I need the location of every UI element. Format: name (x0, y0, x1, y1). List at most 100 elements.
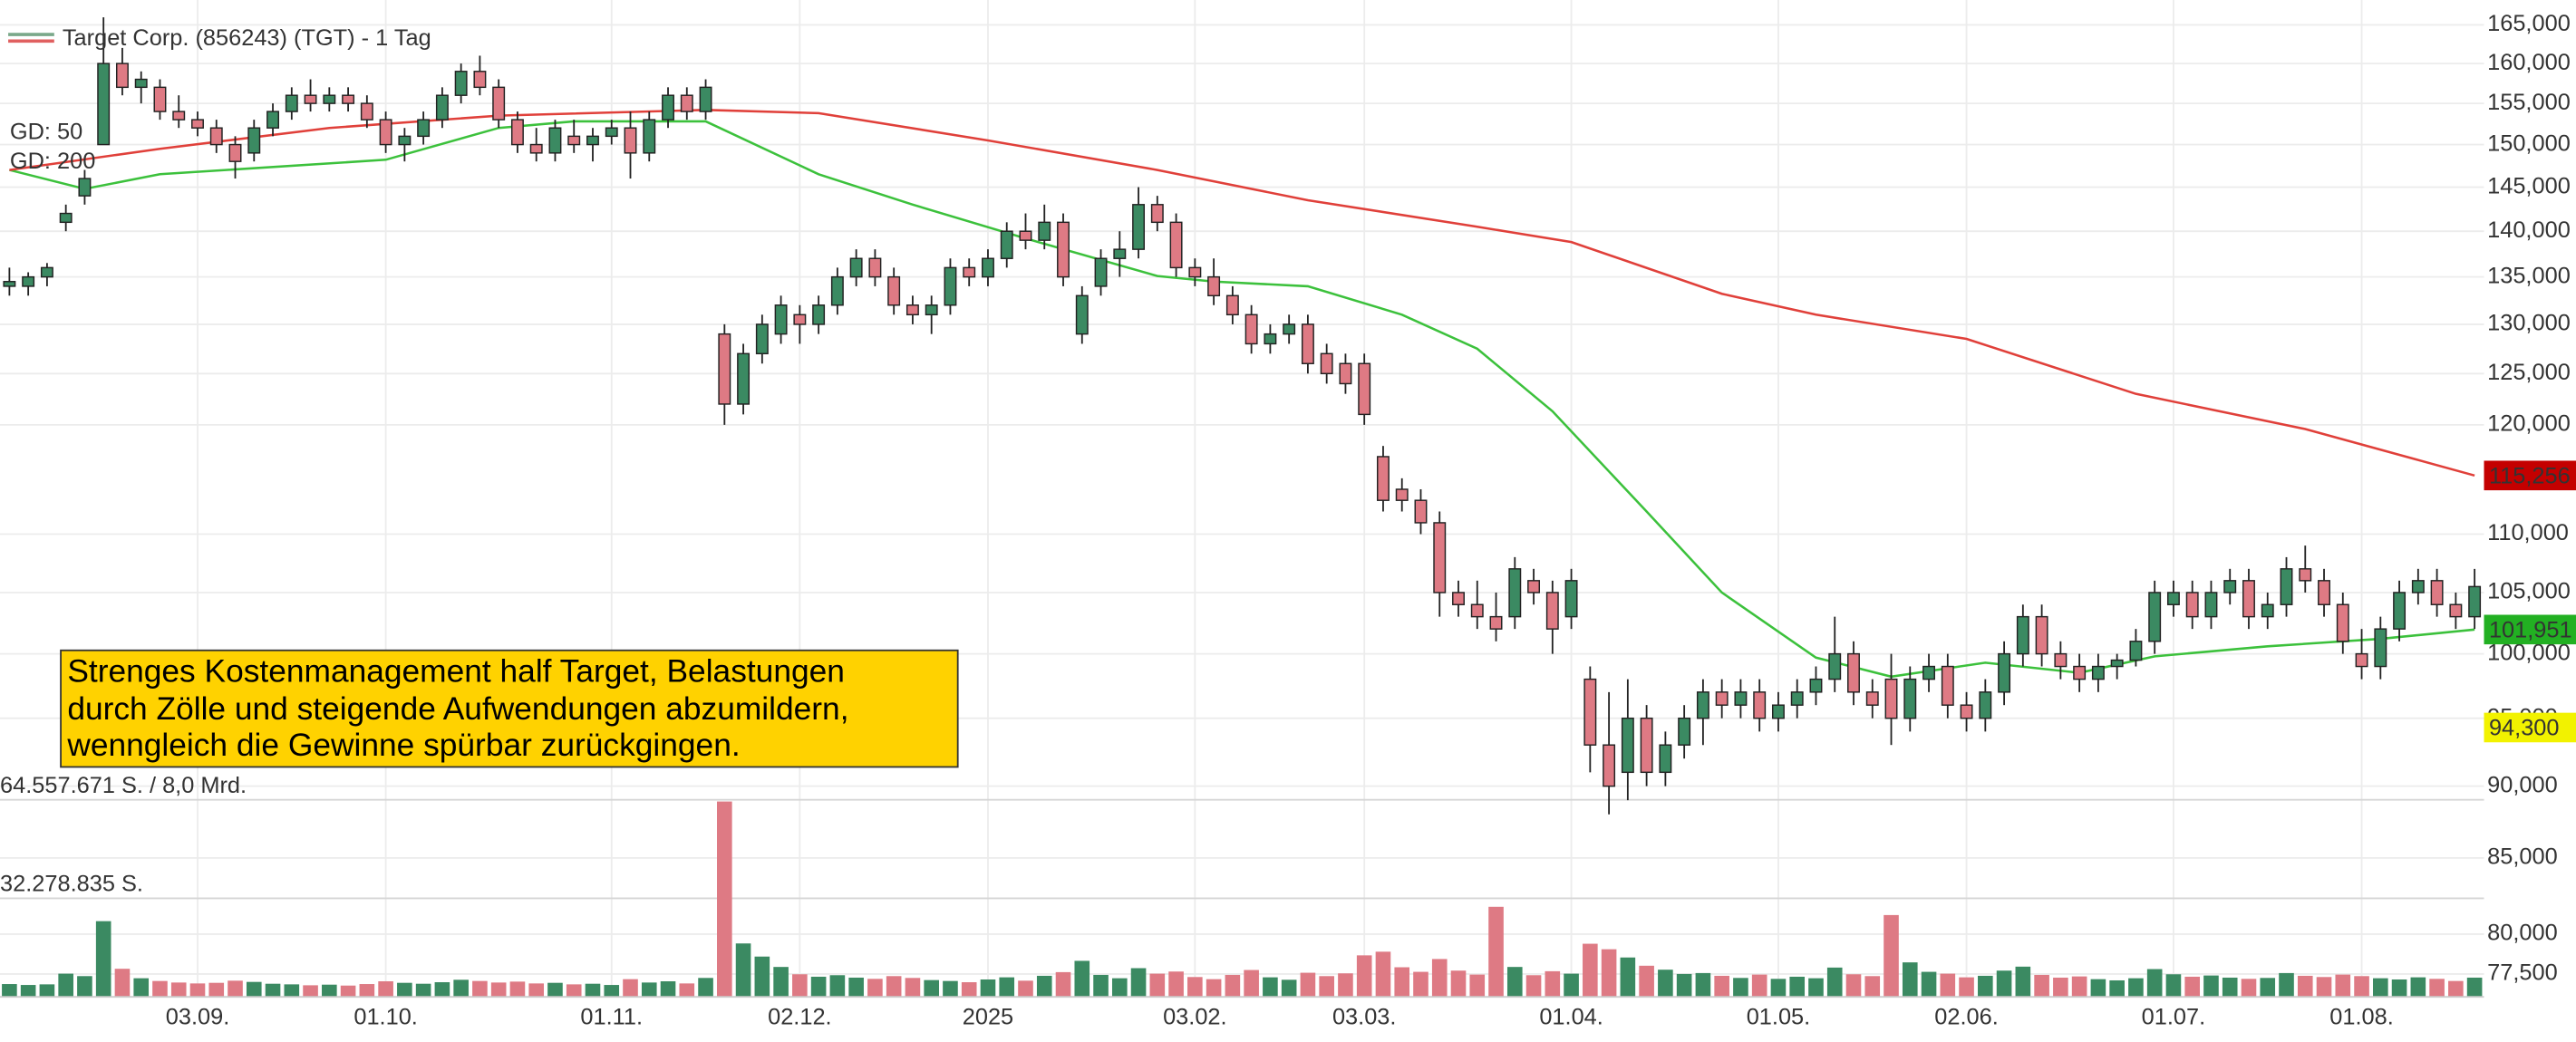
volume-bar (1770, 979, 1787, 998)
volume-bar (905, 978, 921, 998)
candle-body (1979, 691, 1992, 719)
candle-body (1075, 294, 1089, 335)
volume-bar (2222, 977, 2238, 998)
candle-body (1790, 691, 1804, 706)
volume-bar (77, 976, 92, 998)
annotation-line: Strenges Kostenmanagement half Target, B… (67, 653, 845, 689)
candle-body (1922, 665, 1935, 680)
volume-bar (1620, 957, 1636, 998)
volume-bar (698, 978, 713, 998)
volume-bar (2203, 975, 2219, 998)
volume-bar (1111, 978, 1128, 998)
candle-body (1809, 678, 1823, 693)
candle-body (510, 119, 524, 146)
candle-body (2261, 603, 2274, 618)
candle-body (2468, 585, 2482, 618)
candle-body (2148, 592, 2162, 642)
volume-bar (1431, 959, 1448, 998)
candle-body (1998, 652, 2011, 693)
candle-body (624, 127, 637, 154)
volume-bar (359, 984, 375, 998)
volume-bar (810, 976, 827, 998)
volume-bar (961, 982, 977, 998)
candle-body (1753, 691, 1767, 719)
candle-body (887, 275, 901, 306)
candle-body (379, 119, 392, 146)
candle-body (1339, 362, 1352, 385)
annotation-line: wenngleich die Gewinne spürbar zurückgin… (66, 728, 740, 763)
candle-body (1000, 230, 1013, 259)
volume-bar (1036, 975, 1052, 998)
candle-body (323, 94, 336, 104)
volume-bar (773, 967, 789, 998)
candle-body (1320, 352, 1333, 375)
volume-bar (340, 985, 356, 998)
volume-bar (1921, 971, 1937, 998)
candle-body (2449, 603, 2463, 618)
volume-bar (2128, 978, 2144, 998)
volume-bar (547, 982, 563, 998)
candle-body (2430, 580, 2444, 605)
volume-bar (641, 982, 657, 998)
volume-bar (265, 983, 281, 998)
candle-body (1884, 678, 1898, 719)
y-tick-label: 145,000 (2487, 173, 2571, 198)
candle-body (2355, 652, 2368, 668)
volume-bar (2354, 976, 2369, 998)
y-tick-label: 160,000 (2487, 50, 2571, 75)
candle-body (1508, 568, 1522, 618)
candle-body (59, 212, 73, 224)
volume-bar (434, 982, 450, 998)
x-tick-label: 03.02. (1163, 1004, 1227, 1029)
price-tag-label: 94,300 (2489, 715, 2560, 740)
volume-bar (886, 976, 902, 998)
volume-bar (1413, 971, 1428, 998)
y-tick-label: 110,000 (2487, 520, 2569, 545)
candle-body (1470, 603, 1484, 618)
candle-body (529, 143, 543, 154)
x-tick-label: 02.12. (768, 1004, 832, 1029)
candle-body (1828, 652, 1842, 680)
candle-body (285, 94, 298, 112)
candle-body (172, 111, 186, 121)
volume-bar (2466, 977, 2483, 998)
candle-body (1301, 323, 1314, 364)
candle-body (905, 304, 919, 316)
volume-bar (528, 983, 545, 998)
candle-body (1621, 717, 1634, 774)
candle-body (1865, 691, 1879, 706)
volume-bar (1959, 977, 1974, 998)
volume-bar (1733, 978, 1748, 998)
volume-bar (1469, 974, 1486, 998)
moving-average-line (9, 109, 2475, 478)
candle-body (266, 111, 279, 129)
volume-bar (2034, 974, 2049, 998)
volume-bar (1639, 965, 1654, 998)
volume-bar (2015, 966, 2031, 998)
candle-body (342, 94, 355, 104)
volume-bar (303, 985, 318, 998)
candle-body (1489, 615, 1503, 630)
candle-body (3, 281, 16, 287)
volume-bar (208, 982, 225, 998)
volume-bar (2429, 979, 2445, 998)
candle-body (2242, 580, 2255, 618)
candle-body (1019, 230, 1032, 241)
candle-body (2280, 568, 2293, 605)
x-tick-label: 01.05. (1747, 1004, 1811, 1029)
volume-bar (1149, 973, 1166, 998)
volume-bar (1676, 973, 1692, 998)
candle-body (1603, 744, 1616, 787)
candle-body (1414, 499, 1428, 524)
volume-bar (585, 983, 601, 998)
candle-body (2073, 665, 2087, 680)
candle-body (417, 119, 431, 138)
candle-body (1150, 204, 1164, 224)
candle-body (774, 304, 788, 335)
x-tick-label: 01.04. (1539, 1004, 1603, 1029)
volume-bar (246, 981, 262, 998)
candle-body (2318, 580, 2330, 605)
candle-body (1132, 204, 1146, 250)
candle-body (2299, 568, 2312, 582)
candle-body (699, 86, 712, 112)
